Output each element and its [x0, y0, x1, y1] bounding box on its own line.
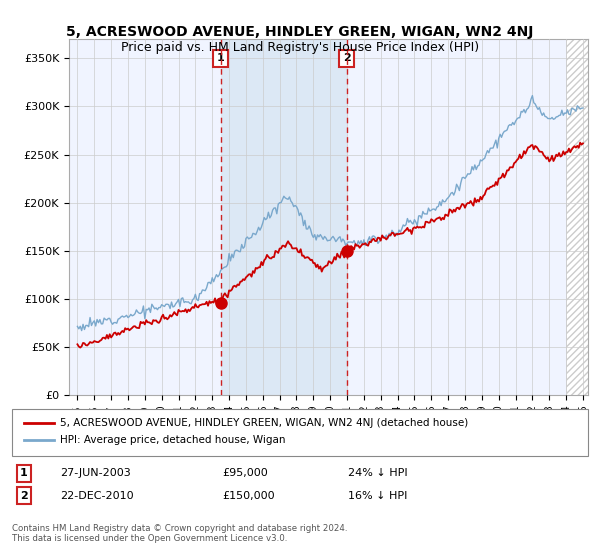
Text: HPI: Average price, detached house, Wigan: HPI: Average price, detached house, Wiga…	[60, 435, 286, 445]
Text: £150,000: £150,000	[222, 491, 275, 501]
Text: 22-DEC-2010: 22-DEC-2010	[60, 491, 134, 501]
Text: 24% ↓ HPI: 24% ↓ HPI	[348, 468, 407, 478]
Bar	[566, 39, 588, 395]
Text: 2: 2	[343, 53, 350, 63]
Bar	[221, 39, 347, 395]
Text: 1: 1	[217, 53, 224, 63]
Text: Contains HM Land Registry data © Crown copyright and database right 2024.
This d: Contains HM Land Registry data © Crown c…	[12, 524, 347, 543]
Text: 27-JUN-2003: 27-JUN-2003	[60, 468, 131, 478]
Text: 5, ACRESWOOD AVENUE, HINDLEY GREEN, WIGAN, WN2 4NJ (detached house): 5, ACRESWOOD AVENUE, HINDLEY GREEN, WIGA…	[60, 418, 468, 428]
Text: 2: 2	[20, 491, 28, 501]
Text: £95,000: £95,000	[222, 468, 268, 478]
Text: 5, ACRESWOOD AVENUE, HINDLEY GREEN, WIGAN, WN2 4NJ: 5, ACRESWOOD AVENUE, HINDLEY GREEN, WIGA…	[67, 25, 533, 39]
Text: Price paid vs. HM Land Registry's House Price Index (HPI): Price paid vs. HM Land Registry's House …	[121, 41, 479, 54]
Text: 1: 1	[20, 468, 28, 478]
Text: 16% ↓ HPI: 16% ↓ HPI	[348, 491, 407, 501]
